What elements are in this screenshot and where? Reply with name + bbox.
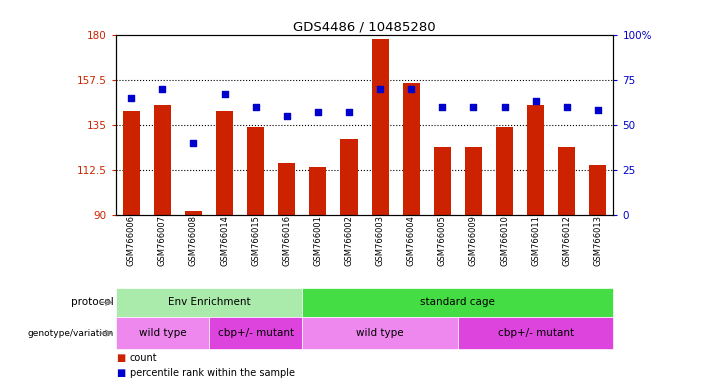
Bar (434, 147, 451, 215)
Text: GSM766010: GSM766010 (500, 215, 509, 266)
Bar (216, 111, 233, 215)
Point (250, 104, 261, 110)
Point (281, 113, 292, 119)
Text: cbp+/- mutant: cbp+/- mutant (217, 328, 294, 338)
Bar (247, 127, 264, 215)
Text: GSM766003: GSM766003 (376, 215, 385, 266)
Bar (527, 105, 544, 215)
Bar (458, 317, 613, 349)
Bar (302, 288, 613, 317)
Point (125, 95, 137, 101)
Bar (278, 163, 295, 215)
Bar (372, 38, 388, 215)
Bar (309, 167, 327, 215)
Text: ■: ■ (116, 368, 125, 378)
Bar (185, 211, 202, 215)
Point (530, 98, 541, 104)
Text: cbp+/- mutant: cbp+/- mutant (498, 328, 573, 338)
Bar (465, 147, 482, 215)
Point (468, 104, 479, 110)
Bar (302, 317, 458, 349)
Text: percentile rank within the sample: percentile rank within the sample (130, 368, 294, 378)
Text: GSM766012: GSM766012 (562, 215, 571, 266)
Text: count: count (130, 353, 157, 363)
Text: genotype/variation: genotype/variation (28, 329, 114, 338)
Point (157, 86, 168, 92)
Bar (496, 127, 513, 215)
Point (499, 104, 510, 110)
Text: GSM766016: GSM766016 (283, 215, 291, 266)
Text: GSM766005: GSM766005 (438, 215, 447, 266)
Point (219, 91, 230, 97)
Point (343, 109, 355, 115)
Text: GSM766004: GSM766004 (407, 215, 416, 266)
Bar (402, 83, 420, 215)
Text: GSM766015: GSM766015 (251, 215, 260, 266)
Text: protocol: protocol (72, 297, 114, 308)
Point (374, 86, 386, 92)
Text: GSM766007: GSM766007 (158, 215, 167, 266)
Point (561, 104, 572, 110)
Text: wild type: wild type (139, 328, 186, 338)
Bar (116, 317, 209, 349)
Text: wild type: wild type (356, 328, 404, 338)
Bar (154, 105, 171, 215)
Bar (341, 139, 358, 215)
Text: GSM766008: GSM766008 (189, 215, 198, 266)
Bar (558, 147, 576, 215)
Point (592, 107, 604, 113)
Text: GSM766009: GSM766009 (469, 215, 478, 266)
Title: GDS4486 / 10485280: GDS4486 / 10485280 (293, 20, 436, 33)
Point (437, 104, 448, 110)
Point (188, 140, 199, 146)
Point (312, 109, 323, 115)
Bar (123, 111, 139, 215)
Text: GSM766006: GSM766006 (127, 215, 136, 266)
Text: GSM766002: GSM766002 (344, 215, 353, 266)
Text: ■: ■ (116, 353, 125, 363)
Text: Env Enrichment: Env Enrichment (168, 297, 250, 308)
Text: GSM766014: GSM766014 (220, 215, 229, 266)
Text: standard cage: standard cage (421, 297, 496, 308)
Bar (590, 165, 606, 215)
Point (406, 86, 417, 92)
Bar (116, 288, 302, 317)
Text: GSM766001: GSM766001 (313, 215, 322, 266)
Bar (209, 317, 302, 349)
Text: GSM766013: GSM766013 (593, 215, 602, 266)
Text: GSM766011: GSM766011 (531, 215, 540, 266)
